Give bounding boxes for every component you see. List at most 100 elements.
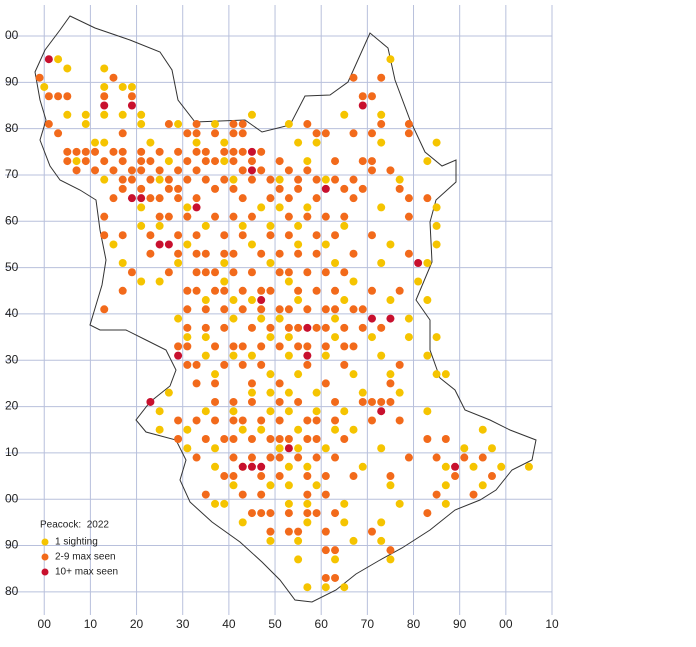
sighting-dot [275, 157, 284, 166]
sighting-dot [72, 147, 81, 156]
sighting-dot [294, 453, 303, 462]
sighting-dot [174, 314, 183, 323]
sighting-dot [303, 203, 312, 212]
sighting-dot [211, 129, 220, 138]
sighting-dot [321, 212, 330, 221]
sighting-dot [358, 101, 367, 110]
sighting-dot [137, 277, 146, 286]
sighting-dot [432, 370, 441, 379]
sighting-dot [211, 499, 220, 508]
sighting-dot [312, 249, 321, 258]
sighting-dot [331, 231, 340, 240]
sighting-dot [386, 370, 395, 379]
sighting-dot [294, 527, 303, 536]
sighting-dot [312, 481, 321, 490]
sighting-dot [367, 157, 376, 166]
sighting-dot [266, 194, 275, 203]
sighting-dot [331, 314, 340, 323]
sighting-dot [155, 212, 164, 221]
sighting-dot [183, 360, 192, 369]
sighting-dot [349, 536, 358, 545]
sighting-dot [192, 416, 201, 425]
sighting-dot [109, 73, 118, 82]
sighting-dot [91, 166, 100, 175]
sighting-dot [423, 258, 432, 267]
sighting-dot [284, 166, 293, 175]
sighting-dot [100, 64, 109, 73]
sighting-dot [266, 323, 275, 332]
sighting-dot [211, 157, 220, 166]
sighting-dot [358, 388, 367, 397]
sighting-dot [44, 55, 53, 64]
sighting-dot [211, 212, 220, 221]
sighting-dot [137, 184, 146, 193]
sighting-dot [183, 425, 192, 434]
sighting-dot [404, 314, 413, 323]
sighting-dot [247, 379, 256, 388]
sighting-dot [284, 268, 293, 277]
sighting-dot [192, 231, 201, 240]
sighting-dot [174, 166, 183, 175]
sighting-dot [72, 166, 81, 175]
sighting-dot [303, 499, 312, 508]
sighting-dot [146, 175, 155, 184]
sighting-dot [183, 342, 192, 351]
sighting-dot [284, 277, 293, 286]
y-tick-label: 30 [5, 352, 19, 366]
sighting-dot [247, 453, 256, 462]
sighting-dot [340, 360, 349, 369]
sighting-dot [275, 434, 284, 443]
sighting-dot [192, 194, 201, 203]
sighting-dot [441, 462, 450, 471]
legend-label: 2-9 max seen [55, 552, 116, 563]
sighting-dot [358, 397, 367, 406]
sighting-dot [257, 249, 266, 258]
sighting-dot [275, 249, 284, 258]
sighting-dot [367, 397, 376, 406]
x-tick-label: 70 [361, 617, 375, 631]
sighting-dot [100, 82, 109, 91]
sighting-dot [155, 175, 164, 184]
sighting-dot [183, 240, 192, 249]
sighting-dot [127, 82, 136, 91]
sighting-dot [238, 360, 247, 369]
x-tick-label: 10 [84, 617, 98, 631]
sighting-dot [377, 518, 386, 527]
sighting-dot [487, 472, 496, 481]
sighting-dot [174, 147, 183, 156]
sighting-dot [395, 184, 404, 193]
sighting-dot [331, 175, 340, 184]
sighting-dot [303, 518, 312, 527]
sighting-dot [312, 231, 321, 240]
sighting-dot [266, 536, 275, 545]
x-tick-label: 00 [38, 617, 52, 631]
sighting-dot [155, 221, 164, 230]
sighting-dot [303, 342, 312, 351]
sighting-dot [331, 573, 340, 582]
sighting-dot [238, 342, 247, 351]
sighting-dot [247, 323, 256, 332]
sighting-dot [432, 240, 441, 249]
sighting-dot [63, 110, 72, 119]
sighting-dot [229, 472, 238, 481]
sighting-dot [331, 397, 340, 406]
sighting-dot [81, 120, 90, 129]
sighting-dot [257, 296, 266, 305]
sighting-dot [275, 203, 284, 212]
sighting-dot [284, 120, 293, 129]
sighting-dot [100, 305, 109, 314]
sighting-dot [183, 444, 192, 453]
sighting-dot [321, 573, 330, 582]
sighting-dot [478, 453, 487, 462]
sighting-dot [201, 268, 210, 277]
sighting-dot [201, 305, 210, 314]
sighting-dot [321, 351, 330, 360]
sighting-dot [349, 73, 358, 82]
sighting-dot [377, 110, 386, 119]
sighting-dot [441, 370, 450, 379]
sighting-dot [377, 407, 386, 416]
sighting-dot [266, 333, 275, 342]
sighting-dot [284, 351, 293, 360]
y-tick-label: 40 [5, 306, 19, 320]
sighting-dot [247, 147, 256, 156]
